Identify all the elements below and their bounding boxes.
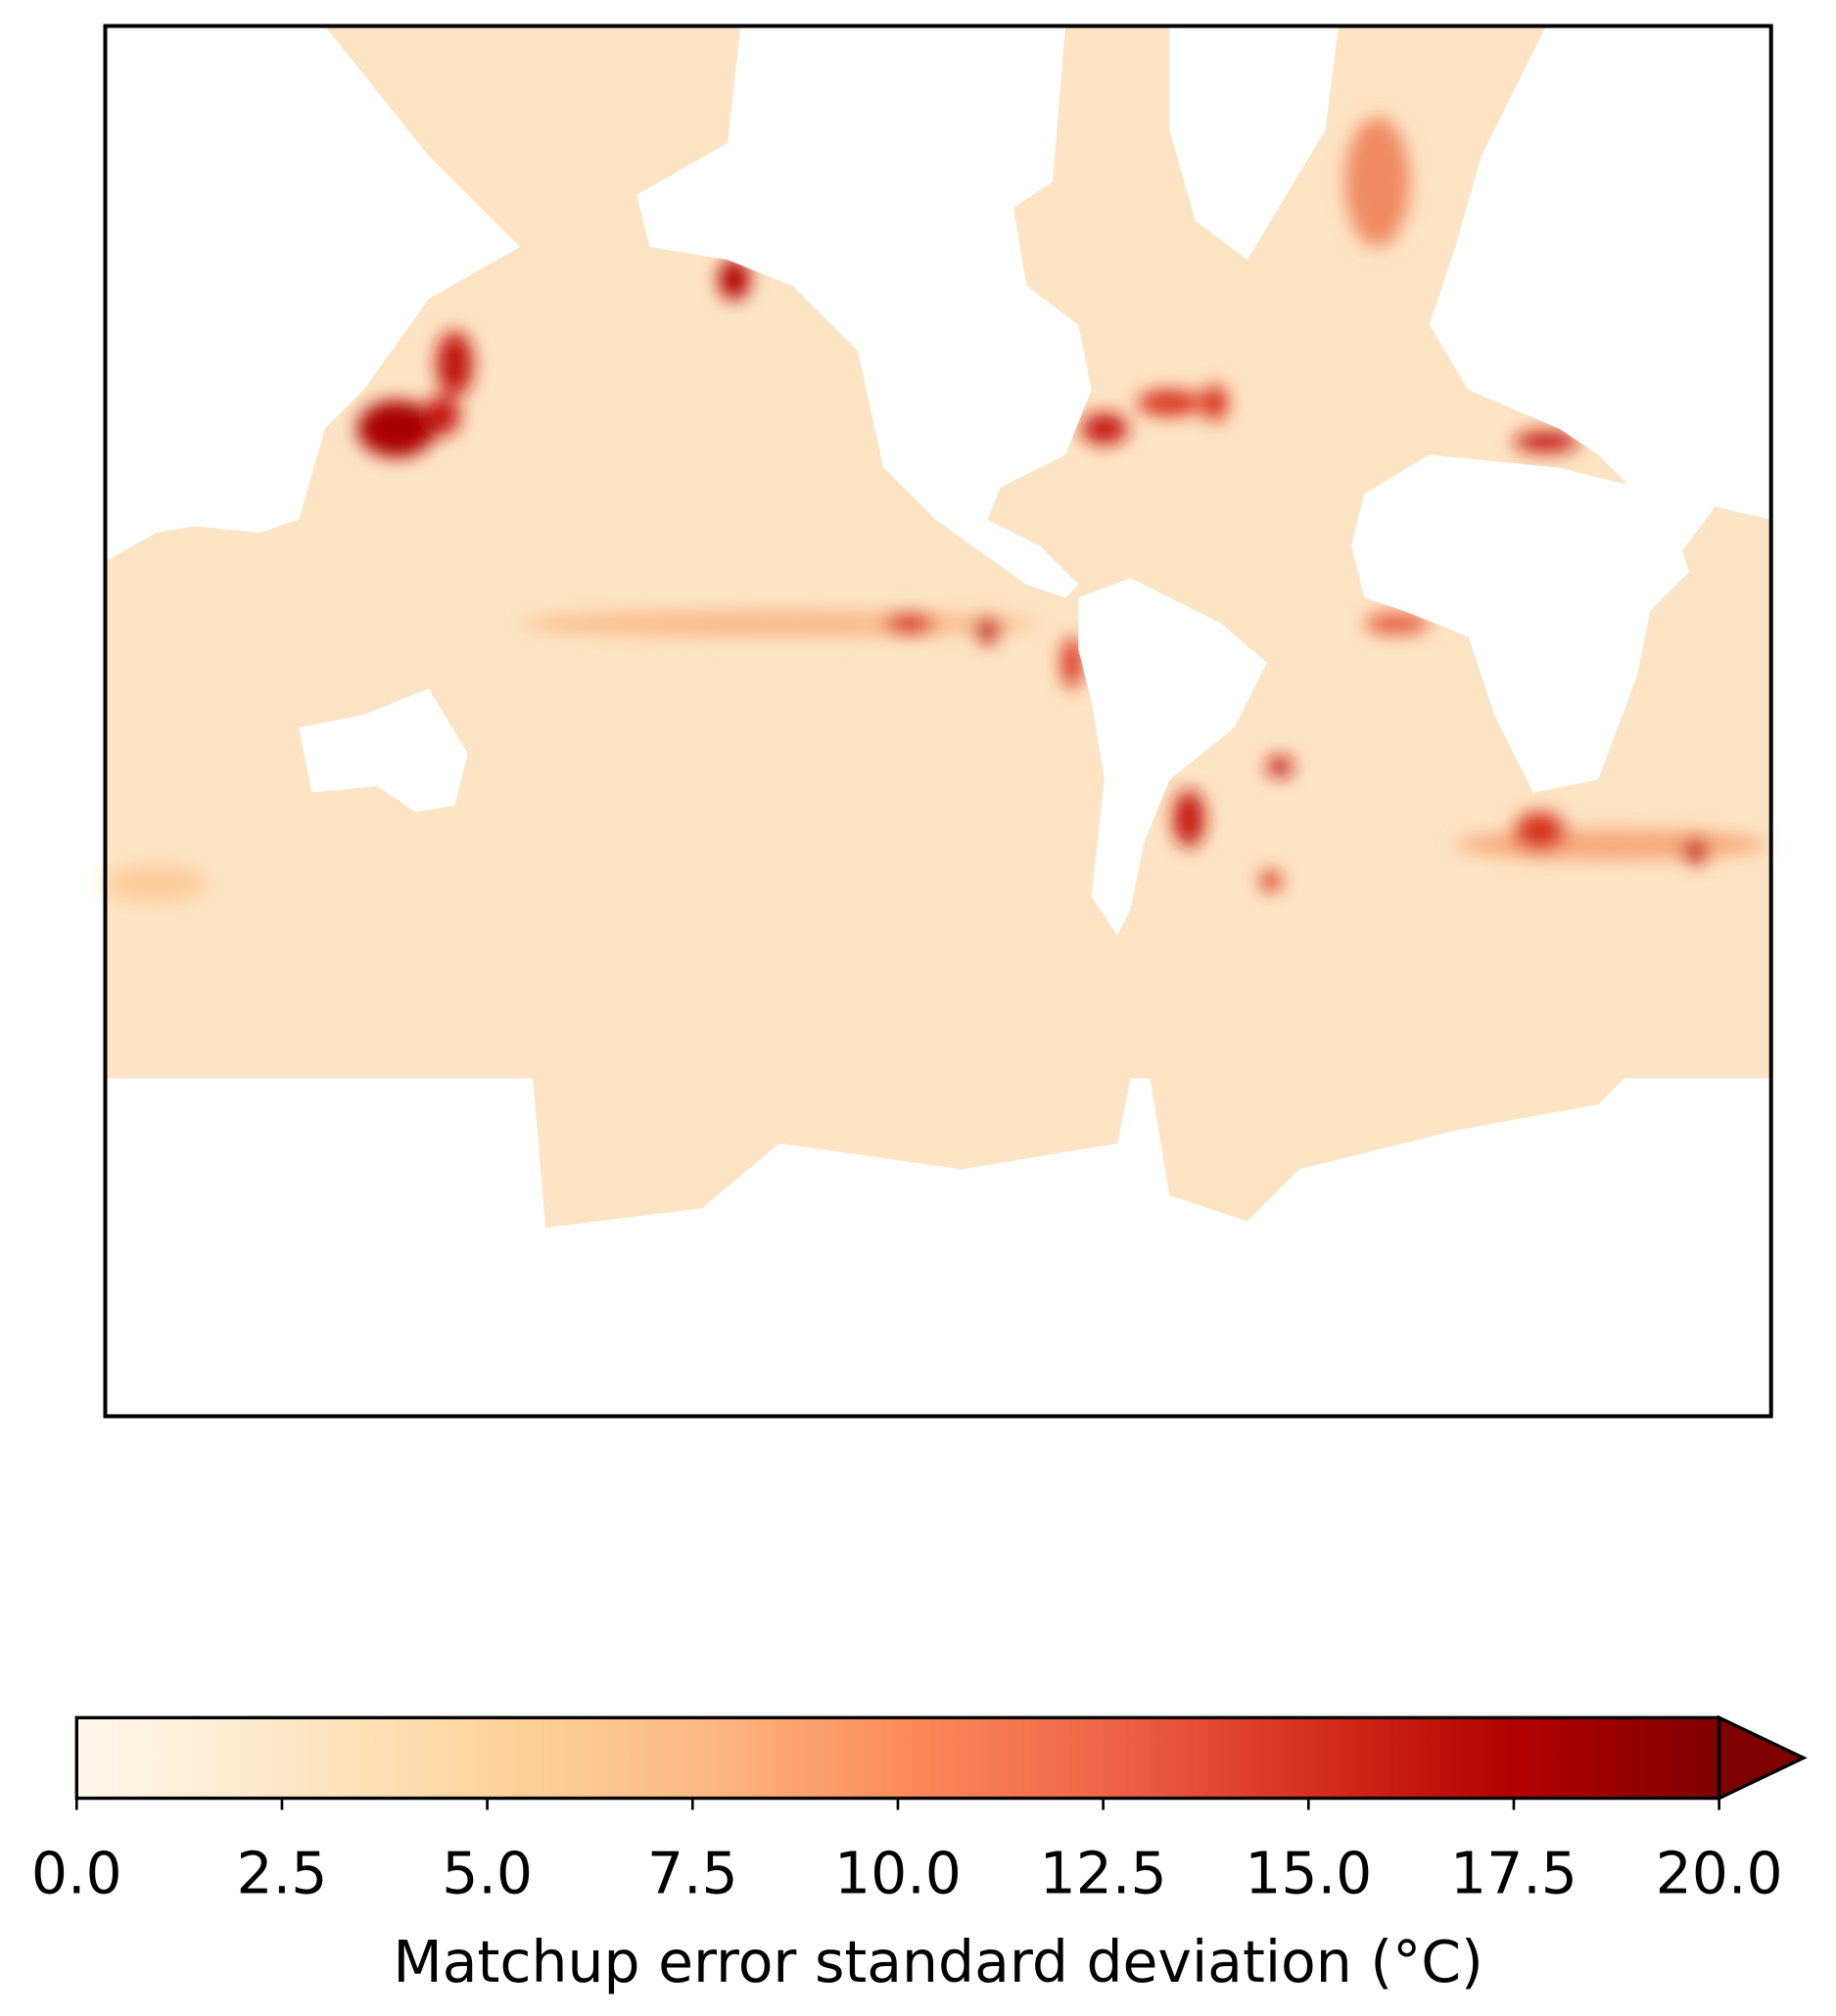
land xyxy=(105,25,1771,936)
hotspots xyxy=(104,117,1767,904)
colorbar: Matchup error standard deviation (°C) 0.… xyxy=(31,1714,1808,1995)
tick-label: 17.5 xyxy=(1450,1841,1577,1907)
colorbar-extension xyxy=(1717,1714,1808,1802)
tick-label: 7.5 xyxy=(647,1841,738,1907)
figure-body: Matchup error standard deviation (°C) 0.… xyxy=(31,23,1808,1995)
map-frame xyxy=(103,23,1773,1419)
ocean xyxy=(1150,1078,1624,1222)
ocean xyxy=(533,1078,1131,1229)
tick-label: 0.0 xyxy=(31,1841,122,1907)
tick-label: 15.0 xyxy=(1245,1841,1372,1907)
tick-label: 10.0 xyxy=(834,1841,962,1907)
colorbar-fill xyxy=(76,1717,1719,1799)
tick-label: 5.0 xyxy=(442,1841,533,1907)
map xyxy=(103,23,1773,1419)
tick-label: 20.0 xyxy=(1656,1841,1783,1907)
colorbar-label: Matchup error standard deviation (°C) xyxy=(393,1929,1483,1995)
tick-label: 12.5 xyxy=(1040,1841,1167,1907)
tick-label: 2.5 xyxy=(237,1841,328,1907)
